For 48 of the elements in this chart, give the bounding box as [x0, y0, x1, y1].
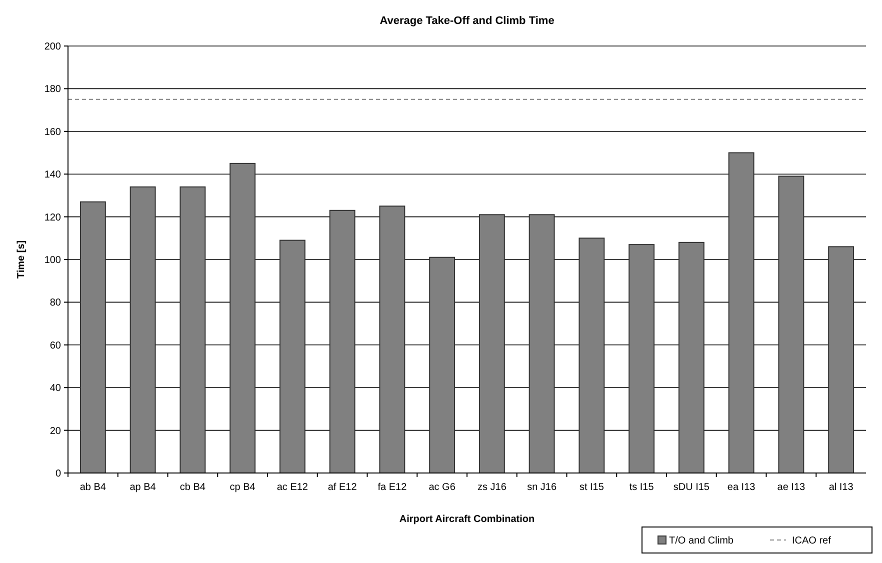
y-tick-label: 60 [50, 340, 62, 352]
bar [429, 256, 456, 474]
bar [478, 214, 505, 474]
bar [678, 242, 704, 474]
y-tick-label: 140 [44, 170, 62, 181]
x-axis-title: Airport Aircraft Combination [399, 514, 535, 525]
y-tick-label: 120 [44, 212, 62, 224]
bar [230, 162, 256, 474]
x-tick-label: fa E12 [378, 482, 408, 493]
legend-label: T/O and Climb [669, 536, 734, 546]
x-tick-label: ac E12 [276, 482, 308, 493]
x-tick-label: sDU I15 [673, 482, 710, 493]
x-tick-label: ea I13 [727, 482, 756, 493]
bar [180, 186, 206, 474]
x-tick-label: cb B4 [180, 482, 206, 493]
bar [778, 176, 804, 474]
bar [828, 246, 854, 474]
x-tick-label: st I15 [579, 482, 604, 493]
y-tick-label: 160 [44, 126, 62, 138]
y-tick-label: 200 [44, 42, 62, 52]
x-tick-label: ab B4 [80, 482, 106, 493]
x-tick-label: cp B4 [230, 482, 256, 493]
x-tick-label: ac G6 [428, 482, 456, 493]
x-tick-label: ts I15 [629, 482, 654, 493]
y-tick-label: 180 [44, 84, 62, 96]
x-tick-label: zs J16 [477, 482, 507, 493]
x-tick-label: sn J16 [527, 482, 557, 493]
y-tick-label: 20 [50, 426, 62, 437]
bar [728, 152, 754, 474]
x-tick-label: ae I13 [777, 482, 806, 493]
y-axis-title: Time [s] [16, 240, 27, 279]
chart-title: Average Take-Off and Climb Time [380, 15, 554, 27]
y-tick-label: 0 [55, 468, 62, 480]
bar [80, 201, 106, 474]
x-tick-label: al I13 [828, 482, 854, 493]
bar [329, 210, 356, 474]
y-tick-label: 80 [50, 298, 62, 309]
bar [528, 214, 555, 474]
bar [279, 240, 306, 474]
y-tick-label: 40 [50, 383, 62, 394]
y-tick-label: 100 [44, 255, 62, 266]
bar [578, 238, 605, 474]
bar [130, 186, 156, 474]
x-tick-label: ap B4 [130, 482, 156, 493]
legend-label: ICAO ref [792, 536, 832, 546]
x-tick-label: af E12 [328, 482, 358, 493]
bar [628, 244, 655, 474]
bar [379, 206, 406, 474]
